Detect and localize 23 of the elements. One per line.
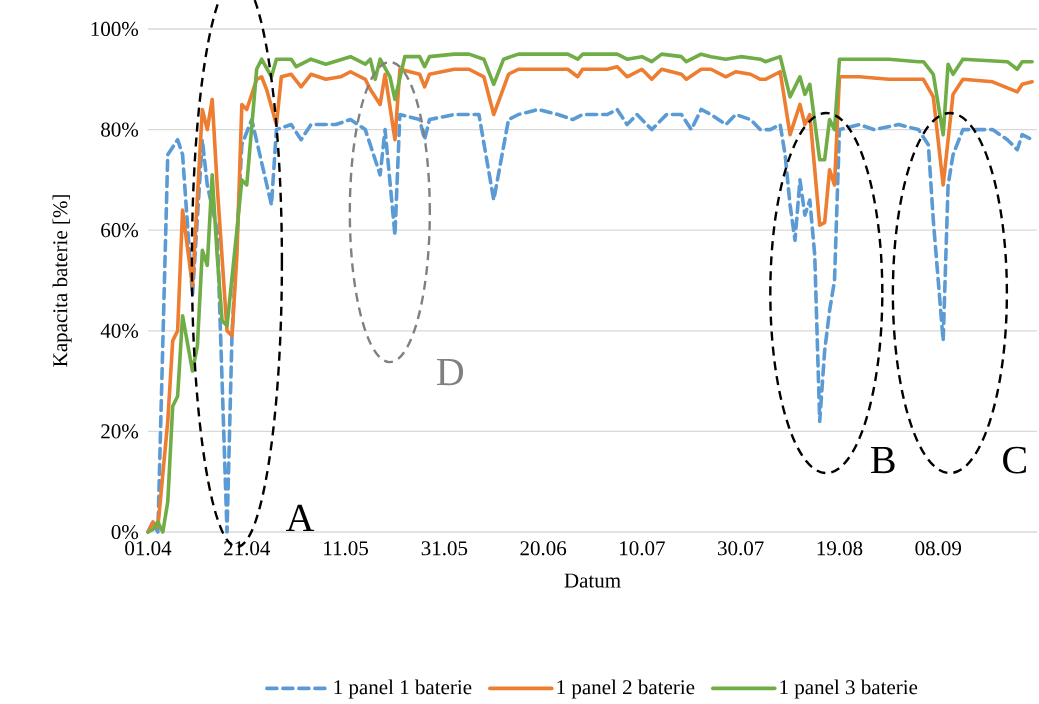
y-axis-title: Kapacita baterie [%]: [52, 195, 72, 367]
legend-label: 1 panel 2 baterie: [557, 679, 695, 699]
y-tick-label: 0%: [111, 524, 139, 540]
y-tick-label: 80%: [101, 122, 139, 137]
legend-label: 1 panel 1 baterie: [334, 679, 472, 699]
x-tick-label: 10.07: [620, 541, 665, 556]
annotation: C: [1003, 446, 1026, 474]
x-tick-label: 08.09: [915, 541, 961, 556]
x-tick-label: 31.05: [421, 541, 468, 556]
x-tick-label: 11.05: [324, 541, 368, 556]
legend-label: 1 panel 3 baterie: [780, 679, 918, 699]
annotation: B: [871, 446, 895, 474]
x-tick-label: 30.07: [718, 541, 764, 556]
x-axis-title: Datum: [564, 573, 621, 588]
annotation: D: [436, 358, 464, 386]
y-tick-label: 20%: [101, 424, 139, 439]
annotation: A: [285, 504, 315, 532]
y-tick-label: 100%: [91, 21, 139, 37]
y-tick-label: 60%: [101, 223, 139, 238]
x-tick-label: 19.08: [817, 541, 863, 556]
x-tick-label: 20.06: [520, 541, 567, 556]
y-tick-label: 40%: [100, 323, 139, 338]
x-tick-label: 01.04: [125, 541, 172, 556]
